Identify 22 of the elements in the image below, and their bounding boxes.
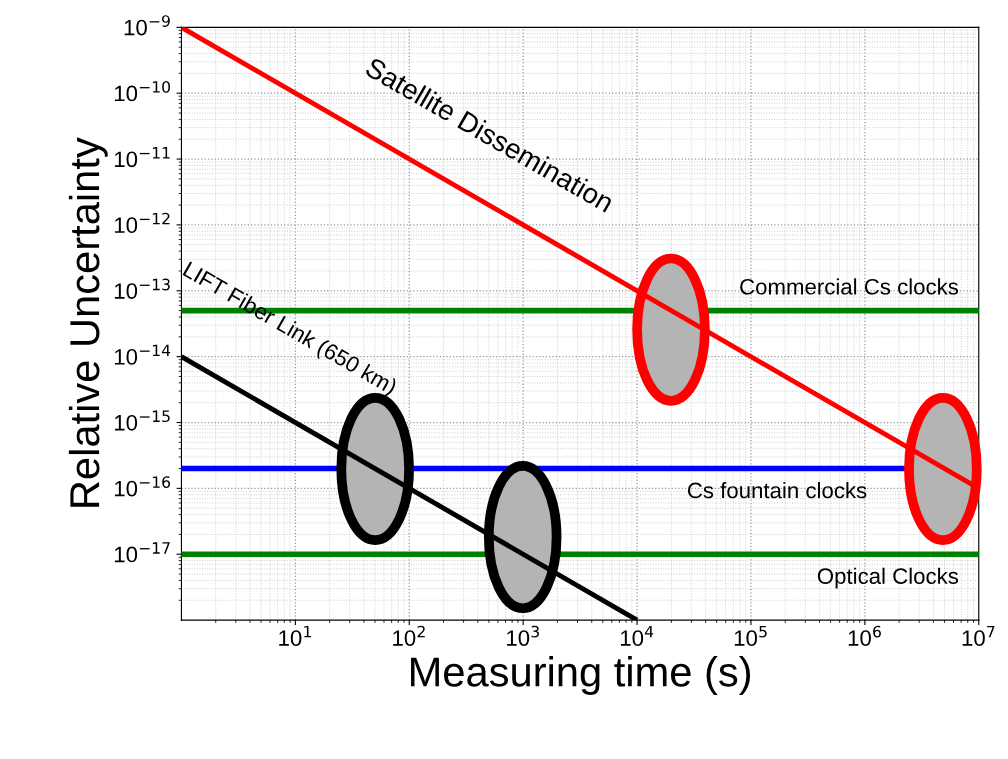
x-tick-label: 10$^{6}$	[848, 625, 881, 646]
ref-line-label: Cs fountain clocks	[687, 481, 867, 499]
y-tick-label: 10$^{−14}$	[114, 344, 171, 365]
x-tick-label: 10$^{4}$	[620, 625, 654, 646]
annotation: LIFT Fiber Link (650 km)	[180, 260, 399, 399]
ref-line-label: Commercial Cs clocks	[740, 278, 959, 295]
y-tick-label: 10$^{−17}$	[114, 542, 170, 563]
y-tick-label: 10$^{−15}$	[114, 410, 170, 431]
x-tick-label: 10$^{1}$	[279, 625, 311, 646]
y-tick-label: 10$^{−12}$	[114, 212, 170, 234]
ref-line-label: Optical Clocks	[817, 567, 959, 589]
y-tick-label: 10$^{−13}$	[114, 278, 170, 299]
y-tick-label: 10$^{−9}$	[124, 15, 170, 36]
x-tick-label: 10$^{5}$	[734, 625, 767, 646]
x-tick-label: 10$^{3}$	[507, 625, 539, 646]
x-axis-title: Measuring time (s)	[411, 656, 751, 695]
x-tick-label: 10$^{7}$	[962, 625, 995, 646]
y-tick-label: 10$^{−11}$	[114, 147, 170, 168]
x-tick-label: 10$^{2}$	[393, 625, 425, 646]
y-tick-label: 10$^{−16}$	[114, 476, 171, 497]
y-axis-title: Relative Uncertainty	[68, 137, 108, 507]
y-tick-label: 10$^{−10}$	[114, 81, 170, 102]
